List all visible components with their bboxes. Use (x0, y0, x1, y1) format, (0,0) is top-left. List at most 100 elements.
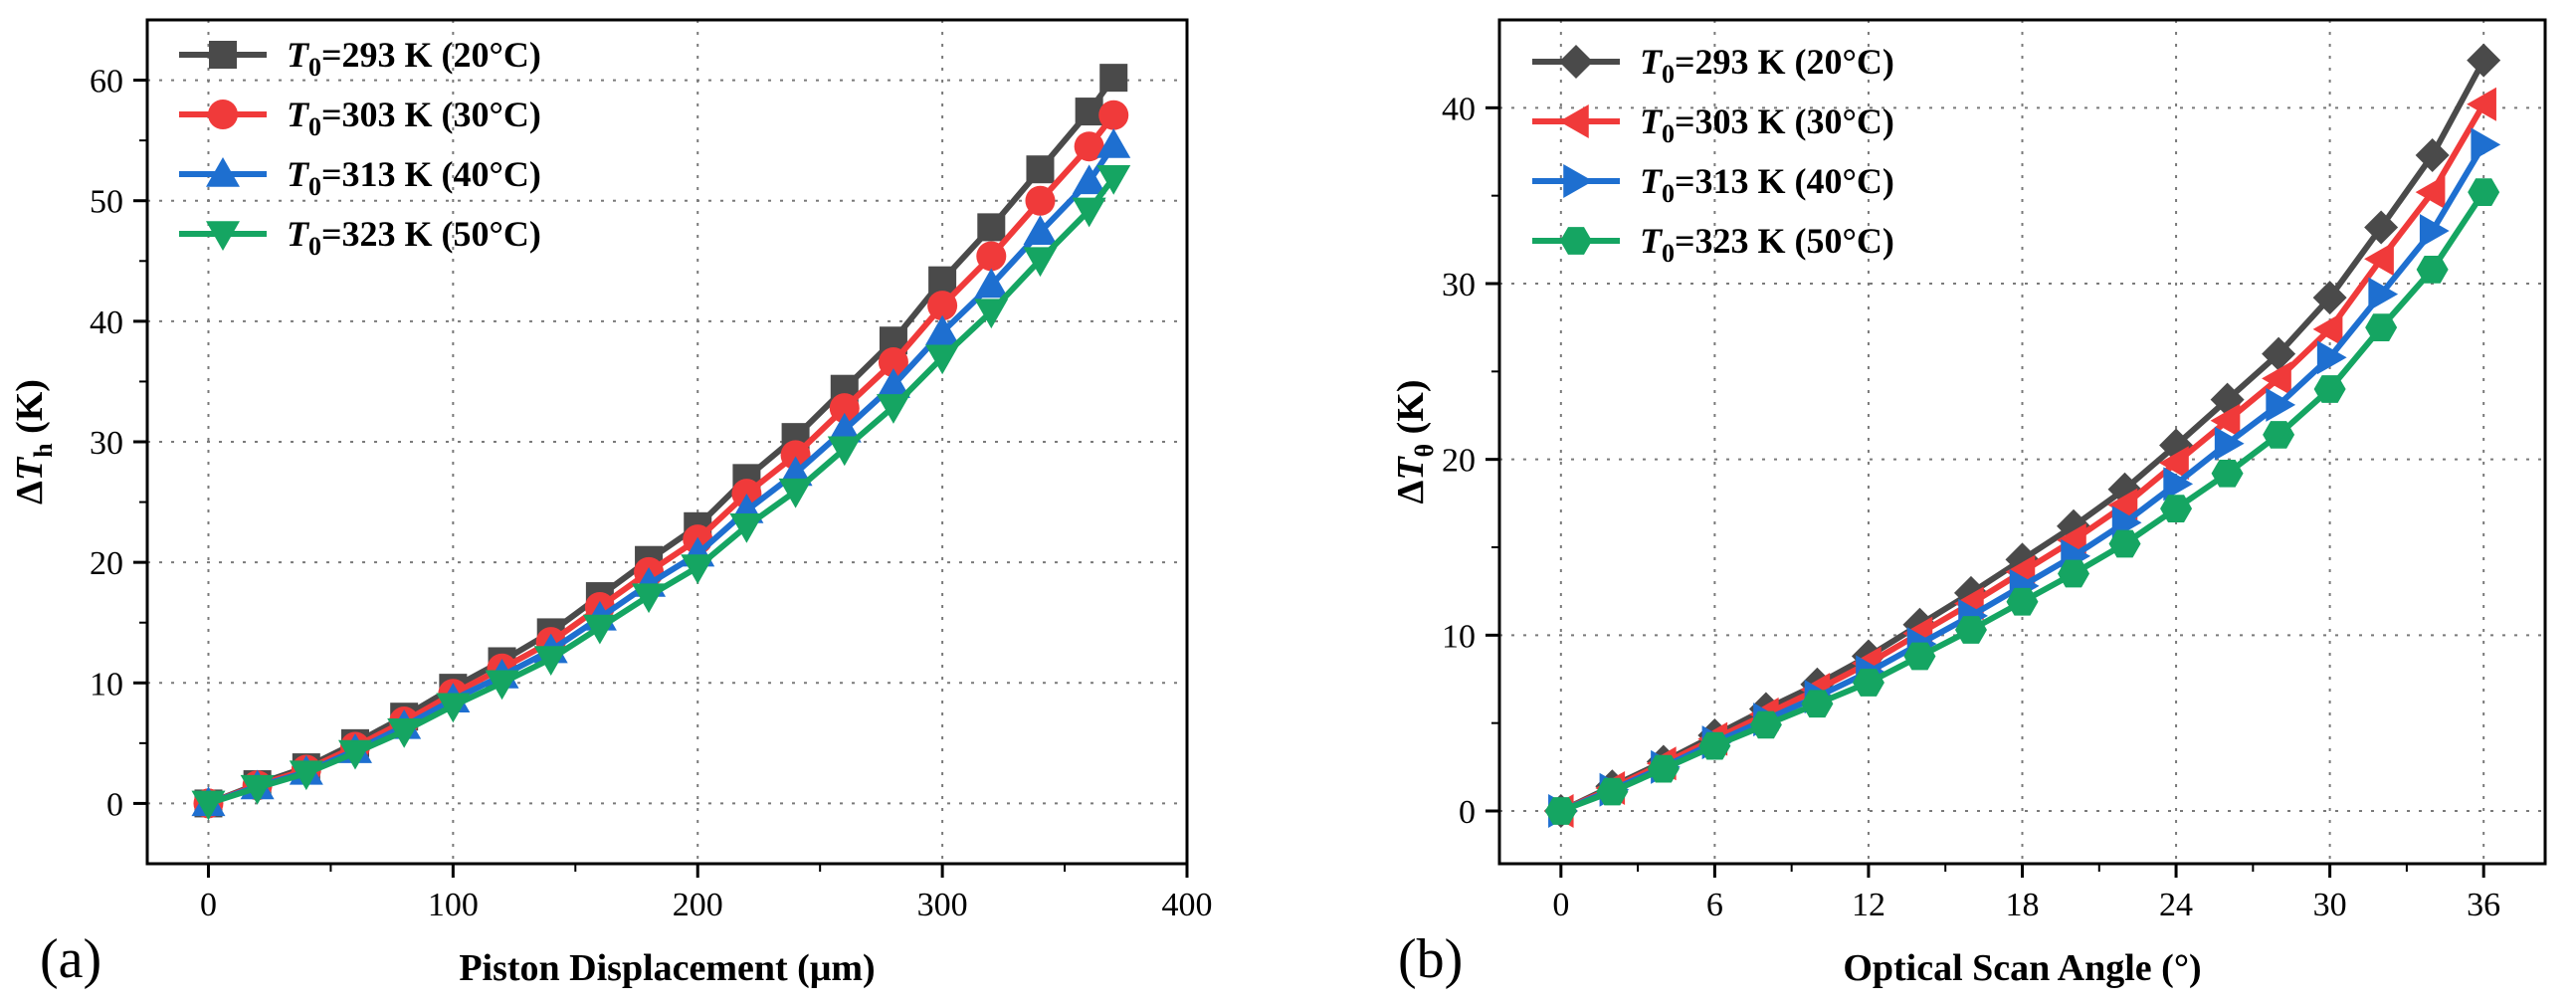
data-point (1903, 642, 1936, 671)
data-point (289, 760, 323, 791)
legend-var: T (287, 35, 310, 75)
y-axis-label-variable: T (9, 456, 51, 481)
data-point (780, 440, 811, 471)
legend-celsius: (20°C) (1795, 42, 1894, 82)
data-point (2471, 127, 2501, 162)
legend-label: T0=293 K (20°C) (1640, 42, 1894, 89)
x-axis-ticks: 0 100 200 300 400 (200, 864, 1213, 923)
y-tick-label: 30 (1442, 267, 1476, 303)
legend-temp: =313 K (321, 154, 442, 194)
legend-item: T0=293 K (20°C) (1532, 42, 1894, 89)
legend-celsius: (30°C) (442, 95, 541, 134)
data-point (1099, 64, 1128, 93)
data-point (485, 670, 519, 701)
data-point (1852, 669, 1884, 697)
data-point (2160, 495, 2193, 522)
y-axis-label-delta: Δ (1390, 481, 1432, 504)
legend-marker (206, 221, 240, 251)
legend-var: T (1640, 221, 1664, 261)
data-point (827, 412, 862, 443)
data-point (2468, 178, 2500, 206)
data-point (2364, 210, 2399, 245)
legend-item: T0=323 K (50°C) (179, 214, 541, 261)
data-point (1023, 215, 1058, 245)
legend-var: T (287, 95, 310, 134)
data-point (1096, 127, 1131, 158)
legend-sub: 0 (308, 172, 321, 201)
legend-var: T (1640, 101, 1664, 141)
series (193, 100, 1129, 819)
data-point (1075, 98, 1103, 126)
legend-sub: 0 (1662, 119, 1675, 148)
series-line (1559, 102, 2486, 814)
data-point (2467, 87, 2496, 121)
x-tick-label: 200 (673, 887, 723, 923)
data-point (2107, 488, 2138, 522)
y-axis-label-subscript: θ (1410, 444, 1439, 458)
y-axis-label-subscript: h (29, 443, 58, 458)
y-axis-label: ΔTθ (K) (1390, 380, 1439, 504)
x-tick-label: 0 (200, 887, 217, 923)
data-point (1072, 197, 1106, 228)
legend-label: T0=303 K (30°C) (1640, 101, 1894, 148)
legend-label: T0=313 K (40°C) (287, 154, 541, 201)
y-tick-label: 20 (1442, 443, 1476, 480)
data-point (1596, 777, 1629, 806)
y-tick-label: 10 (1442, 618, 1476, 655)
data-point (2368, 277, 2399, 311)
legend-var: T (287, 214, 310, 254)
series (191, 164, 1131, 821)
y-tick-label: 20 (90, 545, 123, 582)
legend-marker (1560, 227, 1592, 255)
legend-marker (1559, 104, 1589, 138)
data-point (878, 347, 908, 378)
legend-marker (206, 157, 240, 187)
data-point (876, 368, 910, 398)
y-tick-label: 40 (1442, 91, 1476, 127)
x-tick-label: 30 (2313, 887, 2347, 923)
data-point (778, 478, 813, 508)
legend: T0=293 K (20°C)T0=303 K (30°C)T0=313 K (… (1532, 42, 1894, 268)
data-point (925, 344, 960, 375)
data-point (2312, 281, 2347, 315)
data-point (2415, 138, 2450, 173)
legend-temp: =323 K (321, 214, 442, 254)
data-point (681, 554, 715, 584)
data-point (976, 241, 1007, 272)
data-point (2163, 467, 2194, 502)
data-point (2419, 214, 2450, 248)
data-point (1072, 164, 1106, 195)
data-point (2467, 43, 2501, 78)
y-axis-ticks: 0 10 20 30 40 50 60 (90, 64, 147, 823)
legend-label: T0=303 K (30°C) (287, 95, 541, 141)
data-point (191, 790, 226, 821)
data-point (2312, 311, 2343, 346)
legend-label: T0=313 K (40°C) (1640, 161, 1894, 208)
data-point (2415, 175, 2446, 210)
data-point (387, 717, 422, 748)
data-point (1544, 797, 1577, 825)
legend-temp: =313 K (1675, 161, 1795, 201)
x-tick-label: 24 (2159, 887, 2193, 923)
data-point (829, 393, 860, 424)
data-point (974, 268, 1009, 299)
legend-sub: 0 (308, 232, 321, 261)
data-point (729, 513, 764, 543)
data-point (1954, 616, 1987, 644)
y-axis-label-unit: (K) (1390, 380, 1432, 444)
data-point (827, 436, 862, 467)
data-point (1801, 690, 1834, 718)
data-point (2262, 336, 2296, 371)
data-point (2416, 256, 2449, 284)
legend-label: T0=293 K (20°C) (287, 35, 541, 82)
legend-var: T (287, 154, 310, 194)
data-point (2364, 242, 2394, 277)
data-point (2263, 421, 2295, 449)
y-tick-label: 50 (90, 184, 123, 221)
x-tick-label: 0 (1552, 887, 1569, 923)
legend-marker (208, 100, 238, 129)
data-point (928, 266, 957, 295)
data-point (1096, 164, 1131, 195)
data-point (2211, 459, 2244, 488)
legend-sub: 0 (308, 53, 321, 82)
